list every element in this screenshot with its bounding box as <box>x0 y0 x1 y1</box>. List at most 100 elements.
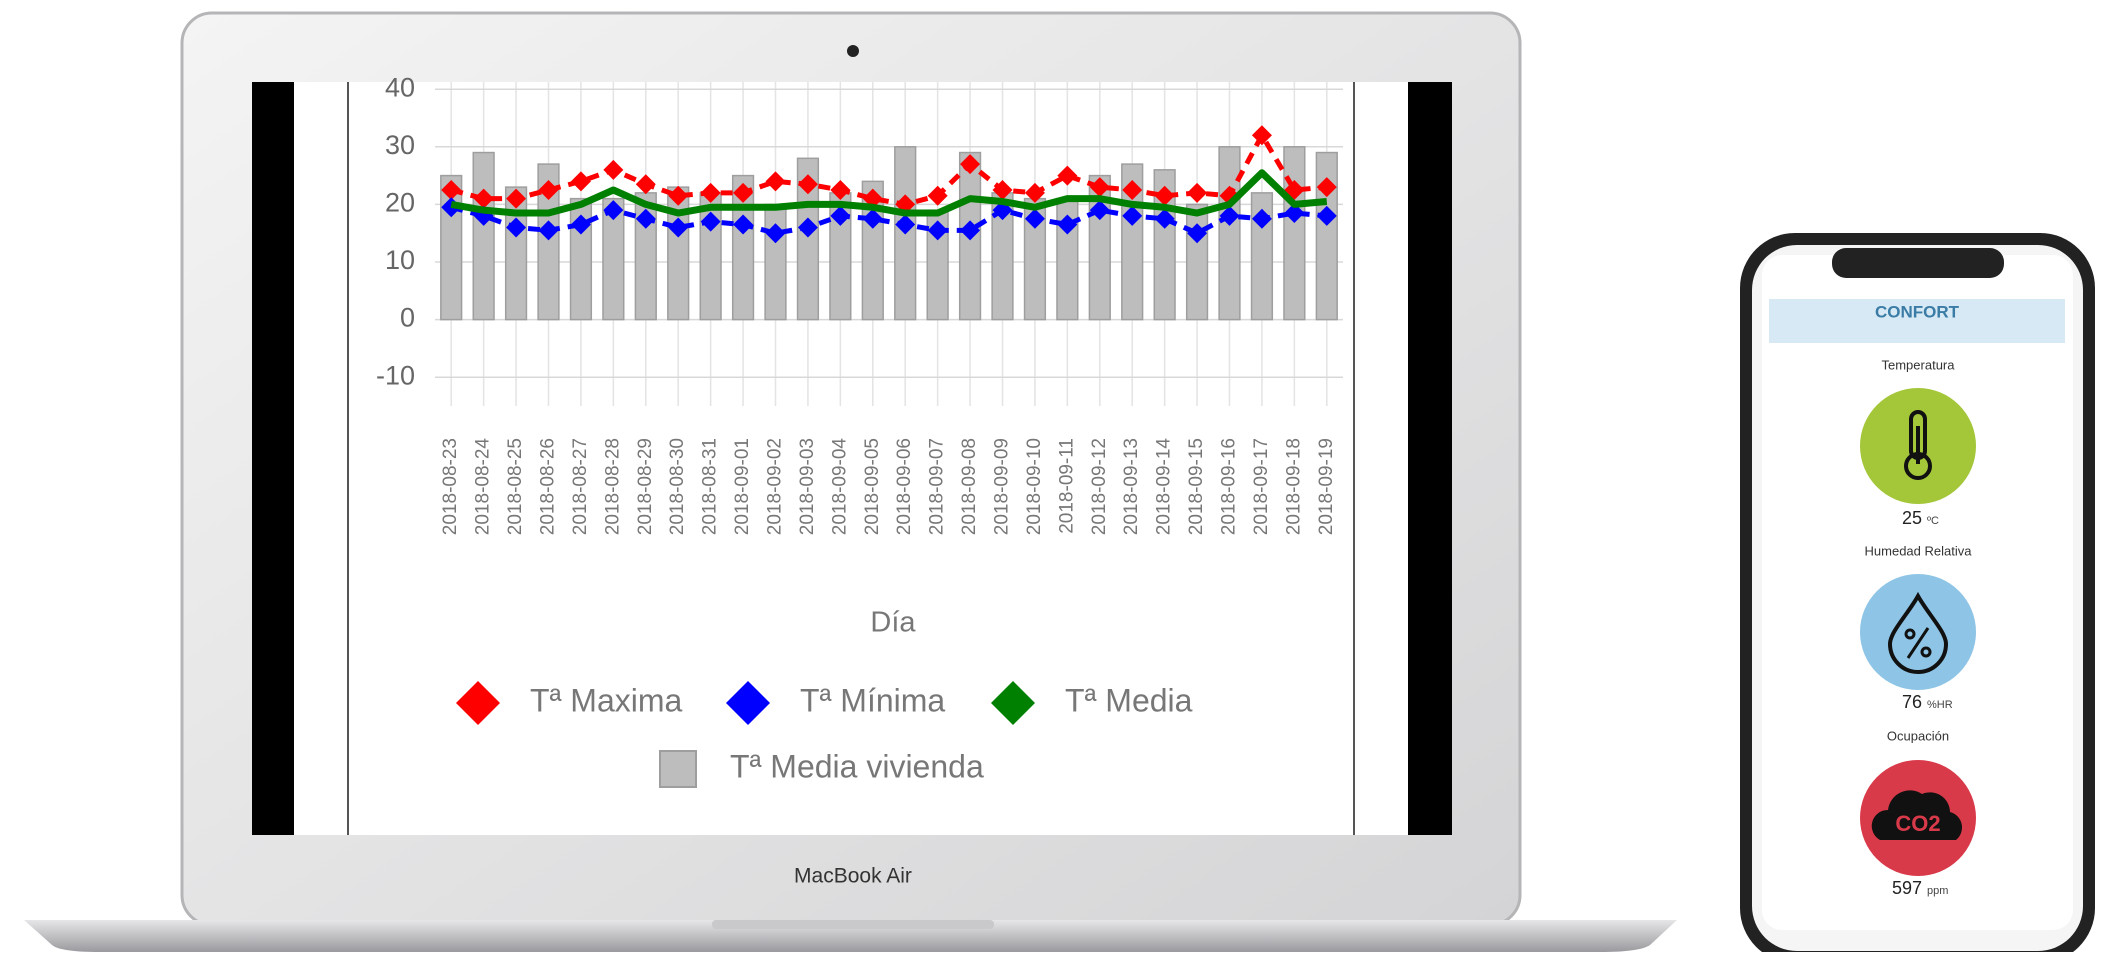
point <box>1187 182 1208 203</box>
point <box>603 159 624 180</box>
chart: -10 0 10 20 30 40 2018-08-23 2018-08-24 2018-08-… <box>376 72 1343 788</box>
point <box>862 208 883 229</box>
legend-label: Tª Media <box>1065 682 1193 718</box>
y-tick-label: 10 <box>385 245 415 275</box>
point <box>1057 214 1078 235</box>
point <box>700 182 721 203</box>
item-value: 597 <box>1892 878 1922 898</box>
laptop-base <box>24 920 1677 952</box>
point <box>603 200 624 221</box>
x-tick-label: 2018-09-11 <box>1056 438 1077 534</box>
point <box>830 180 851 200</box>
item-value: 25 <box>1902 508 1922 528</box>
point <box>733 182 754 203</box>
bar <box>731 174 755 321</box>
x-tick-label: 2018-09-10 <box>1024 438 1045 535</box>
x-tick-label: 2018-09-03 <box>797 438 818 535</box>
legend-label: Tª Mínima <box>800 682 945 718</box>
line <box>450 204 1328 236</box>
point <box>473 188 494 209</box>
bar <box>1315 151 1338 321</box>
x-tick-label: 2018-09-19 <box>1316 438 1337 535</box>
point <box>733 214 754 235</box>
x-tick-label: 2018-08-24 <box>473 438 494 536</box>
point <box>960 154 981 175</box>
x-tick-label: 2018-09-09 <box>992 438 1013 535</box>
laptop-label: MacBook Air <box>794 865 912 888</box>
y-tick-label: -10 <box>376 360 415 390</box>
bar <box>472 151 495 321</box>
point <box>1251 125 1272 146</box>
point <box>895 214 916 235</box>
x-tick-label: 2018-09-08 <box>959 438 980 535</box>
point <box>570 171 591 192</box>
point <box>960 220 981 241</box>
y-tick-label: 30 <box>385 130 415 160</box>
x-tick-label: 2018-09-18 <box>1283 438 1304 535</box>
phone-notch <box>1832 248 2004 278</box>
phone-header <box>1769 299 2065 343</box>
x-tick-label: 2018-09-02 <box>765 438 786 535</box>
point <box>1316 205 1337 226</box>
bar <box>602 197 625 321</box>
point <box>506 188 527 209</box>
phone-items: Temperatura 25 ºC Humedad Relativa 76 %HR Ocup… <box>1860 357 1976 898</box>
x-tick-label: 2018-09-13 <box>1121 438 1142 535</box>
bar <box>504 186 528 321</box>
point <box>1057 165 1078 186</box>
point <box>538 220 559 241</box>
bar <box>796 157 820 321</box>
point <box>1122 205 1143 226</box>
x-tick-label: 2018-09-04 <box>829 438 850 536</box>
item-icon <box>1887 591 1949 674</box>
x-tick-label: 2018-08-26 <box>538 438 559 535</box>
laptop-notch <box>712 920 994 929</box>
phone-title: CONFORT <box>1875 302 1960 321</box>
point <box>927 220 948 241</box>
bar <box>1185 203 1209 321</box>
point <box>765 223 786 244</box>
y-tick-label: 20 <box>385 188 415 218</box>
point <box>927 185 948 206</box>
point <box>1316 177 1337 198</box>
point <box>797 217 818 238</box>
x-tick-label: 2018-08-29 <box>635 438 656 535</box>
item-value: 76 <box>1902 692 1922 712</box>
bar <box>764 203 787 321</box>
x-tick-label: 2018-09-01 <box>732 438 753 535</box>
x-tick-label: 2018-09-17 <box>1251 438 1272 535</box>
x-tick-label: 2018-09-12 <box>1089 438 1110 535</box>
point <box>1024 208 1045 229</box>
x-tick-label: 2018-09-14 <box>1154 438 1175 536</box>
x-tick-label: 2018-08-28 <box>602 438 623 535</box>
point <box>570 214 591 235</box>
point <box>441 180 462 200</box>
point <box>668 185 689 206</box>
point <box>1122 180 1143 200</box>
legend-swatch <box>456 681 500 725</box>
point <box>1154 185 1175 206</box>
point <box>635 208 656 229</box>
x-tick-label: 2018-09-06 <box>894 438 915 535</box>
legend-swatch <box>991 681 1035 725</box>
bar <box>667 186 690 321</box>
item-circle <box>1860 574 1976 690</box>
line <box>450 132 1328 207</box>
x-tick-label: 2018-08-27 <box>570 438 591 535</box>
line <box>450 169 1328 217</box>
item-unit: ppm <box>1927 885 1948 897</box>
point <box>1284 203 1305 224</box>
x-tick-label: 2018-08-31 <box>700 438 721 535</box>
x-tick-label: 2018-09-07 <box>927 438 948 535</box>
camera <box>847 45 859 57</box>
icon-text: CO2 <box>1895 811 1940 836</box>
point <box>668 217 689 238</box>
x-tick-label: 2018-08-25 <box>505 438 526 535</box>
item-label: Temperatura <box>1882 357 1956 372</box>
legend-label: Tª Media vivienda <box>730 748 984 784</box>
point <box>1089 200 1110 221</box>
x-tick-label: 2018-09-16 <box>1219 438 1240 535</box>
y-tick-label: 40 <box>385 72 415 102</box>
x-tick-label: 2018-08-23 <box>440 438 461 535</box>
